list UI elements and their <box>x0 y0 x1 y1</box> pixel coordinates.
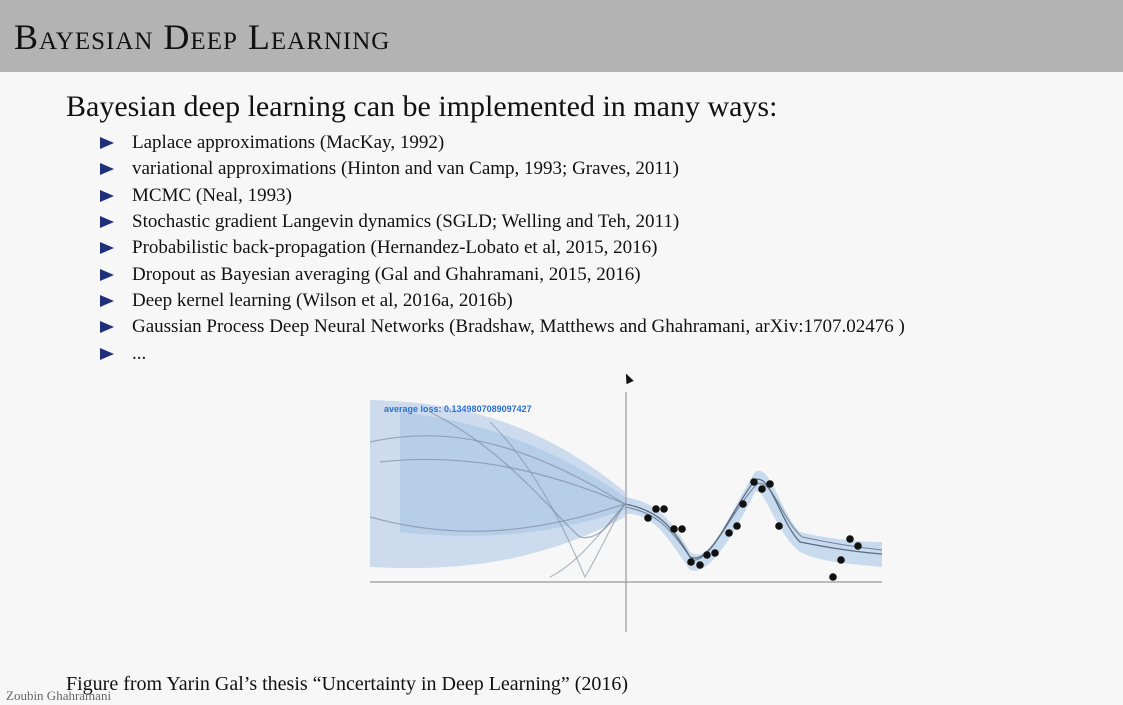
figure-caption: Figure from Yarin Gal’s thesis “Uncertai… <box>66 673 629 695</box>
mouse-cursor-icon <box>622 371 634 385</box>
data-point <box>750 478 758 486</box>
data-point <box>846 535 854 543</box>
data-point <box>678 525 686 533</box>
sample-curve <box>549 503 626 578</box>
bullet-item: Dropout as Bayesian averaging (Gal and G… <box>100 261 905 287</box>
data-point <box>758 485 766 493</box>
sample-curve <box>379 458 626 505</box>
data-points <box>644 478 862 581</box>
data-point <box>652 505 660 513</box>
bullet-arrow-icon <box>100 189 114 202</box>
bullet-arrow-icon <box>100 216 114 229</box>
title-bar <box>0 0 1123 72</box>
data-point <box>854 542 862 550</box>
data-point <box>703 551 711 559</box>
bullet-item: Stochastic gradient Langevin dynamics (S… <box>100 209 905 235</box>
bullet-arrow-icon <box>100 163 114 176</box>
bullet-arrow-icon <box>100 321 114 334</box>
author-footer: Zoubin Ghahramani <box>6 688 112 703</box>
data-point <box>739 500 747 508</box>
sample-curve <box>370 503 626 532</box>
bullet-list: Laplace approximations (MacKay, 1992) va… <box>100 130 905 367</box>
bullet-item: Laplace approximations (MacKay, 1992) <box>100 130 905 156</box>
bullet-item: Deep kernel learning (Wilson et al, 2016… <box>100 288 905 314</box>
data-point <box>837 556 845 564</box>
bullet-arrow-icon <box>100 347 114 360</box>
average-loss-label: average loss: 0.1349807089097427 <box>384 404 532 414</box>
data-point <box>670 525 678 533</box>
regression-uncertainty-figure: average loss: 0.1349807089097427 <box>370 392 883 632</box>
bullet-item: ... <box>100 340 905 366</box>
bullet-item: variational approximations (Hinton and v… <box>100 156 905 182</box>
bullet-arrow-icon <box>100 294 114 307</box>
bullet-item: Probabilistic back-propagation (Hernande… <box>100 235 905 261</box>
data-point <box>660 505 668 513</box>
slide-title: Bayesian Deep Learning <box>14 17 391 57</box>
data-point <box>711 549 719 557</box>
data-point <box>687 558 695 566</box>
sample-curve <box>429 411 626 539</box>
data-point <box>775 522 783 530</box>
uncertainty-band-inner <box>400 412 625 536</box>
bullet-arrow-icon <box>100 137 114 150</box>
intro-text: Bayesian deep learning can be implemente… <box>66 90 778 123</box>
data-point <box>725 529 733 537</box>
data-point <box>733 522 741 530</box>
sample-curve <box>370 435 626 505</box>
sample-curve <box>489 421 626 579</box>
bullet-arrow-icon <box>100 268 114 281</box>
data-point <box>829 573 837 581</box>
data-point <box>766 480 774 488</box>
bullet-item: Gaussian Process Deep Neural Networks (B… <box>100 314 905 340</box>
bullet-arrow-icon <box>100 242 114 255</box>
data-point <box>696 561 704 569</box>
data-point <box>644 514 652 522</box>
bullet-item: MCMC (Neal, 1993) <box>100 183 905 209</box>
